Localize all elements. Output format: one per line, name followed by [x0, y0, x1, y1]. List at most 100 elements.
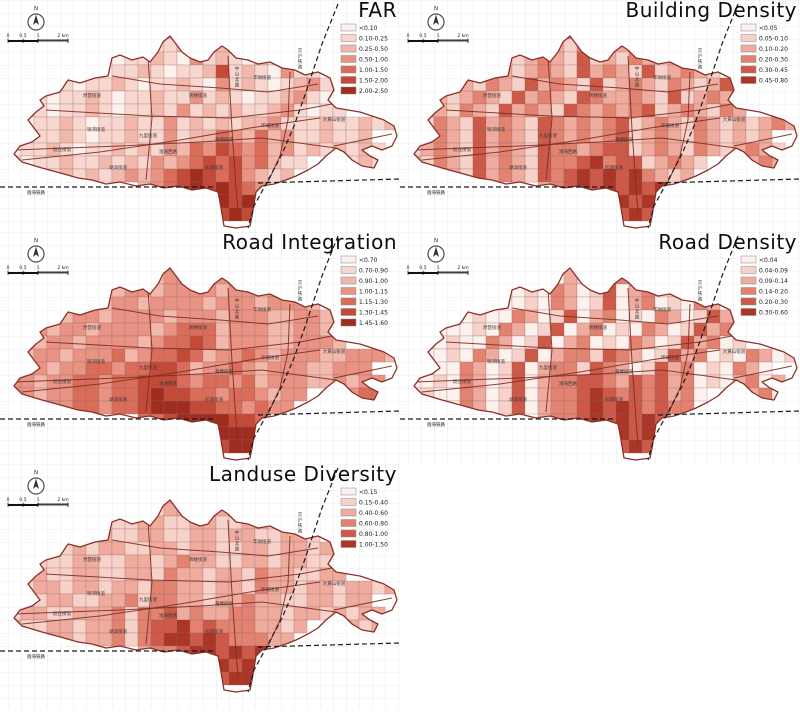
grid-cell [459, 322, 474, 337]
grid-cell [267, 374, 282, 389]
grid-cell [176, 400, 191, 415]
street-label: 琵琶街道 [83, 324, 101, 331]
grid-cell [293, 77, 308, 92]
grid-cell [59, 116, 74, 131]
grid-cell [680, 322, 695, 337]
grid-cell [150, 322, 165, 337]
grid-cell [228, 155, 243, 170]
street-label: 湖滨街道 [509, 164, 527, 171]
grid-cell [306, 103, 321, 118]
street-label: 琵琶街道 [483, 324, 501, 331]
grid-cell [163, 528, 178, 543]
street-label: 淮海西路 [159, 380, 177, 387]
grid-cell [163, 387, 178, 402]
grid-cell [85, 387, 100, 402]
map-panel-road-integration: 陇海铁路 琵琶街道 牌楼街道 丰财街道 铜沛街道 九里街道 环城街道 黄楼街道 湖滨街道 段庄街道… [0, 230, 401, 464]
scale-bar-label: 2 km [57, 33, 68, 39]
legend-swatch [740, 255, 757, 264]
grid-cell [163, 283, 178, 298]
grid-cell [72, 335, 87, 350]
grid-cell [602, 348, 617, 363]
grid-cell [124, 580, 139, 595]
street-label: 牌楼街道 [589, 92, 607, 99]
map-title: Building Density [625, 0, 797, 22]
grid-cell [306, 567, 321, 582]
road-network [414, 55, 793, 213]
grid-cell [59, 129, 74, 144]
legend-label: 1.00-1.50 [359, 67, 388, 74]
grid-cell [615, 335, 630, 350]
grid-cell [241, 413, 256, 428]
grid-cell [202, 348, 217, 363]
grid-cell [293, 606, 308, 621]
grid-cell [293, 155, 308, 170]
grid-cell [150, 567, 165, 582]
grid-cell [150, 387, 165, 402]
street-label: 环城街道 [661, 122, 679, 129]
grid-cell [693, 155, 708, 170]
grid-cell [267, 322, 282, 337]
grid-cell [254, 90, 269, 105]
grid-cell [241, 632, 256, 647]
grid-cell [241, 619, 256, 634]
grid-cell [202, 580, 217, 595]
grid-cell [176, 335, 191, 350]
grid-cell [202, 309, 217, 324]
grid-cell [59, 348, 74, 363]
grid-cell [628, 155, 643, 170]
legend-swatch [340, 23, 357, 32]
grid-cell [719, 361, 734, 376]
grid-cell [124, 90, 139, 105]
grid-cell [176, 142, 191, 157]
grid-cell [589, 374, 604, 389]
grid-cell [176, 619, 191, 634]
scale-bar-label: 2 km [57, 265, 68, 271]
grid-cell [472, 155, 487, 170]
grid-cell [576, 309, 591, 324]
street-label: 大黄山街道 [323, 348, 346, 355]
north-arrow: N [27, 238, 45, 263]
grid-cell [254, 361, 269, 376]
grid-cell [706, 335, 721, 350]
grid-cell [319, 593, 334, 608]
grid-cell [163, 90, 178, 105]
grid-cell [163, 103, 178, 118]
district-boundary [13, 267, 398, 461]
grid-cell [254, 554, 269, 569]
grid-cell [524, 90, 539, 105]
legend: <0.10 0.10-0.25 0.25-0.50 0.50-1.00 1.00-1.5… [340, 23, 388, 95]
grid-cell [163, 64, 178, 79]
grid-cell [589, 64, 604, 79]
legend-label: 0.20-0.30 [759, 299, 788, 306]
grid-cell [576, 155, 591, 170]
grid-cell [472, 387, 487, 402]
grid-cell [72, 580, 87, 595]
grid-cell [176, 606, 191, 621]
grid-cell [667, 322, 682, 337]
grid-cell [163, 51, 178, 66]
legend-label: <0.15 [359, 489, 378, 496]
grid-cell [667, 142, 682, 157]
grid-cell [693, 129, 708, 144]
road-line [545, 57, 553, 181]
grid-cell [189, 567, 204, 582]
road-line [111, 539, 319, 557]
grid-cell [332, 361, 347, 376]
grid-cell [615, 283, 630, 298]
grid-cell [267, 593, 282, 608]
grid-cell [46, 619, 61, 634]
grid-cell [706, 103, 721, 118]
legend-label: 0.30-0.60 [759, 310, 788, 317]
grid-cell [537, 168, 552, 183]
grid-cell [215, 322, 230, 337]
grid-cell [706, 361, 721, 376]
grid-cell [202, 567, 217, 582]
grid-cell [202, 103, 217, 118]
north-label: N [34, 6, 38, 12]
legend-label: <0.04 [759, 257, 778, 264]
grid-cell [215, 283, 230, 298]
grid-cell [524, 348, 539, 363]
grid-cell [111, 348, 126, 363]
grid-cell [59, 580, 74, 595]
grid-cell [189, 400, 204, 415]
